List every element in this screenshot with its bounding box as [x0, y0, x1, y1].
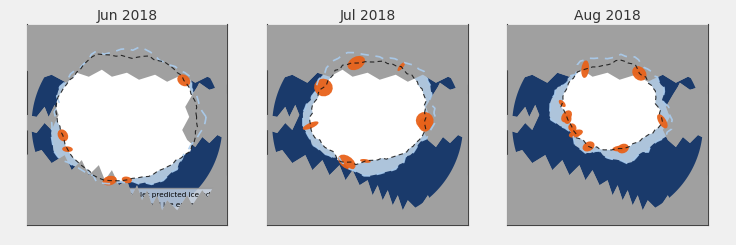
Polygon shape — [267, 24, 468, 85]
Title: Aug 2018: Aug 2018 — [574, 9, 641, 23]
Title: Jul 2018: Jul 2018 — [339, 9, 396, 23]
Polygon shape — [612, 146, 626, 151]
Polygon shape — [657, 114, 668, 128]
Polygon shape — [507, 150, 708, 225]
Polygon shape — [632, 66, 646, 81]
Polygon shape — [26, 105, 59, 133]
Polygon shape — [663, 83, 708, 147]
Polygon shape — [26, 24, 227, 85]
Polygon shape — [663, 83, 708, 147]
Polygon shape — [423, 83, 468, 147]
Polygon shape — [507, 105, 539, 133]
Polygon shape — [507, 150, 708, 225]
Polygon shape — [51, 47, 206, 184]
Polygon shape — [26, 150, 227, 225]
Polygon shape — [267, 105, 300, 133]
Polygon shape — [26, 105, 59, 133]
Polygon shape — [177, 74, 191, 86]
Polygon shape — [102, 176, 117, 185]
Polygon shape — [360, 159, 371, 163]
Polygon shape — [559, 100, 566, 107]
Polygon shape — [267, 150, 468, 225]
Polygon shape — [550, 54, 672, 163]
Polygon shape — [423, 83, 468, 147]
Polygon shape — [62, 147, 73, 152]
Polygon shape — [564, 115, 572, 124]
Polygon shape — [302, 122, 319, 130]
Polygon shape — [26, 150, 227, 225]
Polygon shape — [338, 155, 355, 170]
Polygon shape — [569, 125, 578, 137]
Polygon shape — [568, 123, 576, 133]
Polygon shape — [57, 129, 68, 141]
Polygon shape — [581, 60, 589, 78]
Polygon shape — [303, 53, 436, 176]
Polygon shape — [583, 141, 595, 151]
Polygon shape — [347, 56, 365, 70]
Polygon shape — [416, 112, 434, 129]
Polygon shape — [507, 105, 539, 133]
Polygon shape — [183, 83, 227, 147]
Polygon shape — [512, 30, 703, 220]
Polygon shape — [183, 83, 227, 147]
Polygon shape — [56, 54, 197, 181]
Polygon shape — [507, 24, 708, 85]
Polygon shape — [397, 62, 405, 71]
Polygon shape — [561, 110, 572, 122]
Polygon shape — [314, 79, 333, 96]
Polygon shape — [121, 176, 132, 183]
Polygon shape — [267, 105, 300, 133]
Polygon shape — [507, 24, 708, 85]
Polygon shape — [419, 118, 431, 132]
Polygon shape — [272, 30, 463, 220]
Polygon shape — [267, 150, 468, 225]
Polygon shape — [569, 129, 583, 138]
Polygon shape — [310, 61, 426, 165]
Polygon shape — [32, 30, 222, 220]
Title: Jun 2018: Jun 2018 — [96, 9, 158, 23]
Polygon shape — [561, 60, 662, 150]
Polygon shape — [618, 144, 629, 153]
Polygon shape — [267, 24, 468, 85]
Legend: IceNet predicted ice edge, Observed ice edge, Ice edge error: IceNet predicted ice edge, Observed ice … — [102, 188, 224, 222]
Polygon shape — [26, 24, 227, 85]
